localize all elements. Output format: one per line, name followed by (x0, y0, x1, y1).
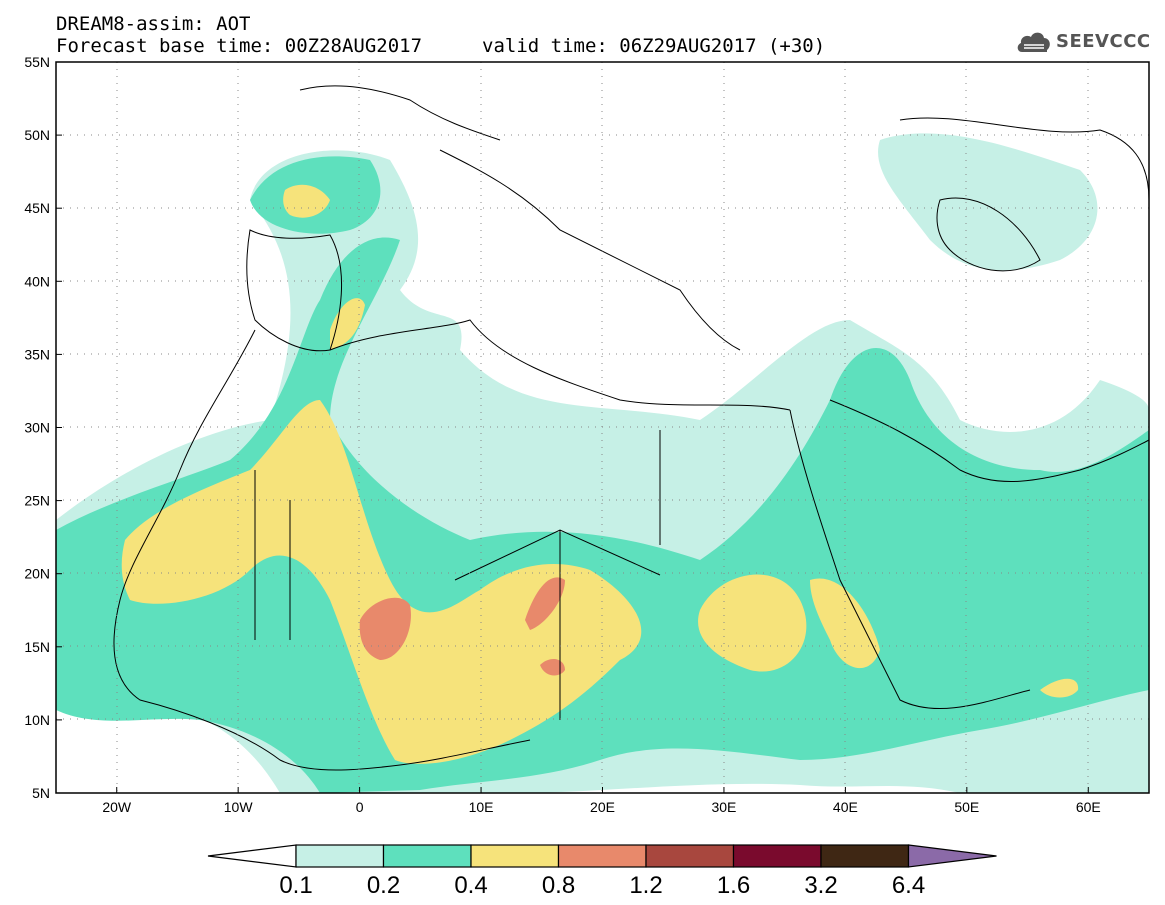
graticule (56, 62, 1149, 793)
coastlines (113, 85, 1149, 771)
lat-tick-label: 55N (24, 54, 50, 70)
cloud-icon (1017, 32, 1050, 52)
longitude-labels: 20W 10W 0 10E 20E 30E 40E 50E 60E (102, 787, 1101, 815)
seevccc-logo: SEEVCCC (1016, 24, 1156, 60)
latitude-labels: 55N 50N 45N 40N 35N 30N 25N 20N 15N 10N 5N (24, 54, 62, 801)
lat-tick-label: 25N (24, 493, 50, 509)
lat-tick-label: 20N (24, 566, 50, 582)
lon-tick-label: 30E (711, 799, 736, 815)
valid-time: valid time: 06Z29AUG2017 (+30) (482, 35, 826, 57)
lat-tick-label: 30N (24, 420, 50, 436)
map-title: DREAM8-assim: AOT (56, 13, 251, 35)
lat-tick-label: 45N (24, 200, 50, 216)
logo-text: SEEVCCC (1056, 31, 1151, 52)
lon-tick-label: 40E (833, 799, 858, 815)
lon-tick-label: 10W (224, 799, 254, 815)
lon-tick-label: 60E (1076, 799, 1101, 815)
aot-contours (56, 133, 1149, 793)
lat-tick-label: 10N (24, 712, 50, 728)
lat-tick-label: 50N (24, 127, 50, 143)
lon-tick-label: 50E (954, 799, 979, 815)
lat-tick-label: 15N (24, 639, 50, 655)
lon-tick-label: 10E (469, 799, 494, 815)
lon-tick-label: 20E (590, 799, 615, 815)
lon-tick-label: 0 (356, 799, 364, 815)
aot-band-0.8 (359, 577, 565, 676)
aot-band-0.2 (56, 156, 1149, 793)
forecast-base-time: Forecast base time: 00Z28AUG2017 (56, 35, 423, 57)
lat-tick-label: 35N (24, 346, 50, 362)
lon-tick-label: 20W (102, 799, 132, 815)
lat-tick-label: 5N (32, 785, 50, 801)
lat-tick-label: 40N (24, 273, 50, 289)
